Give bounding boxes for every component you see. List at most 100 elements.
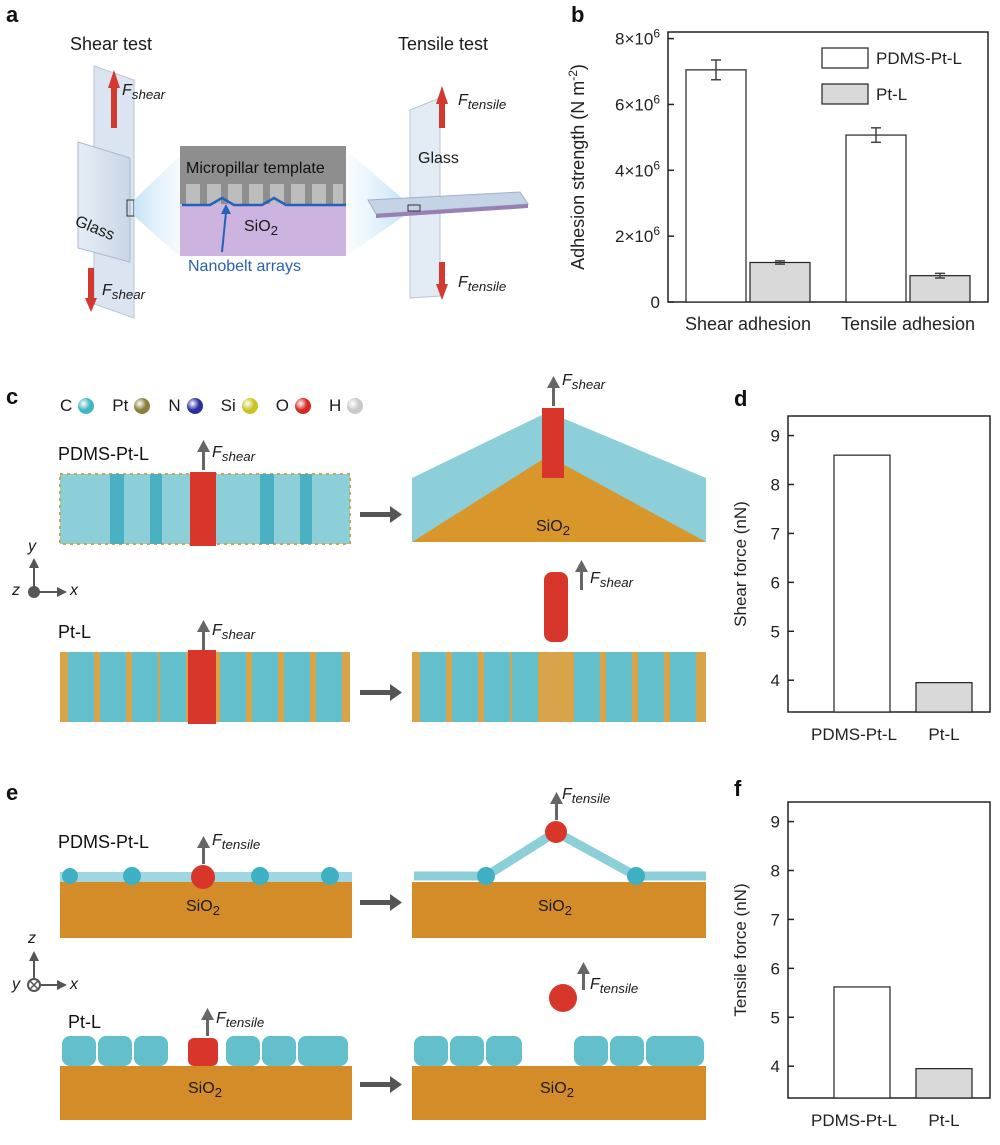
shear-down-arrow [85,268,97,312]
legend-item-pt: Pt [112,396,151,416]
legend-swatch [821,83,869,105]
y-tick-label: 8 [771,475,780,494]
zoom-beam-left [134,150,186,262]
f-shear-c4: Fshear [590,570,634,591]
bar-pdms-pt-l-0 [685,69,747,303]
f-tensile-label-bottom: Ftensile [458,274,507,295]
md-tensile-snapshots [27,792,706,1120]
sio2-label-e2: SiO2 [538,898,573,919]
y-tick-label: 7 [771,524,780,543]
micropillar-template-label: Micropillar template [186,160,325,177]
test-schematic [77,65,529,319]
legend-item-o: O [276,396,311,416]
y-tick-label: 5 [771,622,780,641]
y-tick-label: 4 [771,671,780,690]
y-tick-label: 2×106 [615,224,660,246]
md-pdms-final-sio2 [412,456,706,542]
md-e-pdms-sio2 [60,882,352,938]
tensile-film [376,204,528,218]
force-arrows-c [197,376,588,650]
f-shear-c1: Fshear [212,444,256,465]
transition-arrow-e1 [360,894,402,911]
bar-pdms-pt-l-1 [845,134,907,303]
f-shear-label-bottom: Fshear [102,282,146,303]
row-label-pdms-tensile: PDMS-Pt-L [58,832,150,852]
panel-label-f: f [734,776,742,801]
panel-label-a: a [6,2,19,27]
f-tensile-label-top: Ftensile [458,92,507,113]
f-shear-c2: Fshear [212,622,256,643]
y-tick-sup: 6 [653,224,660,238]
atom-ball-icon [186,398,203,414]
sio2-label-e1: SiO2 [186,898,221,919]
tensile-up-arrow [436,86,448,128]
atom-ball-icon [78,398,95,414]
shear-force-chart: 4 5 6 7 8 9 Shear force (nN) PDMS-Pt-L Pt-L [731,415,991,744]
tensile-down-arrow [436,262,448,300]
x-tick-label: Tensile adhesion [841,314,975,334]
tensile-test-title: Tensile test [398,34,489,54]
atom-ball-icon [294,398,311,414]
md-e-pdms-core [191,865,215,889]
md-pdms-final-core [542,408,564,478]
shear-up-arrow [108,70,120,128]
f-tensile-e2: Ftensile [216,1010,265,1031]
y-axis-label: Shear force (nN) [731,501,750,627]
f-tensile-e1: Ftensile [212,832,261,853]
axes-xzy-e [27,951,67,992]
f-shear-label-top: Fshear [122,82,166,103]
legend-symbol: N [168,396,181,415]
legend-label: Pt-L [876,85,907,104]
bar-1 [915,1068,973,1099]
row-label-pdms-shear: PDMS-Pt-L [58,444,150,464]
element-legend: C Pt N Si O H [60,396,364,416]
md-e-ptl-sio2 [60,1066,352,1120]
y-axis-label-sup: -2 [566,70,580,81]
adhesion-chart: 0 2×106 4×106 6×106 8×106 Adhesion strength (… [566,27,989,334]
md-ptl-red-core [188,650,216,724]
panel-label-c: c [6,384,19,409]
bar-0 [833,454,891,713]
force-arrows-e [197,792,590,1036]
x-tick-label: Shear adhesion [685,314,811,334]
nanobelt-label: Nanobelt arrays [188,258,301,275]
tensile-joint-box [407,204,421,212]
y-tick-label: 8 [771,861,780,880]
axis-label-z-c: z [12,582,20,599]
nanobelt-pointer [221,211,227,253]
y-tick-sup: 6 [653,92,660,106]
sio2-label-e4: SiO2 [540,1080,575,1101]
md-e-ptl-detached-core [549,984,577,1012]
legend-label: PDMS-Pt-L [876,49,962,68]
x-tick-label: Pt-L [928,725,959,744]
y-axis-label: Adhesion strength (N m-2) [566,64,588,270]
sio2-label-inset: SiO2 [244,218,279,239]
y-tick-label: 4 [771,1057,780,1076]
y-tick-label: 5 [771,1008,780,1027]
shear-test-title: Shear test [70,34,153,54]
bar-0 [833,986,891,1099]
bar-pt-l-0 [749,261,811,303]
legend-item-si: Si [221,396,258,416]
y-tick-sup: 6 [653,27,660,41]
f-tensile-e4: Ftensile [590,976,639,997]
axis-label-z-e: z [28,930,36,947]
y-tick-label: 6×106 [615,92,660,114]
row-label-ptl-shear: Pt-L [58,622,92,642]
atom-ball-icon [134,398,151,414]
axes-xyz-c [28,558,67,598]
legend-item-c: C [60,396,95,416]
y-tick-label: 9 [771,427,780,446]
panel-label-d: d [734,386,748,411]
f-tensile-e3: Ftensile [562,786,611,807]
md-shear-snapshots [28,376,706,724]
y-tick-label: 8×106 [615,27,660,49]
y-tick-label: 4×106 [615,158,660,180]
shear-glass-front [77,141,131,263]
bar-pt-l-1 [909,275,971,303]
y-tick-label: 9 [771,813,780,832]
x-tick-label: PDMS-Pt-L [811,1111,897,1130]
nanobelt-line [182,196,346,207]
legend-item-h: H [329,396,364,416]
axis-label-x-e: x [70,976,78,993]
